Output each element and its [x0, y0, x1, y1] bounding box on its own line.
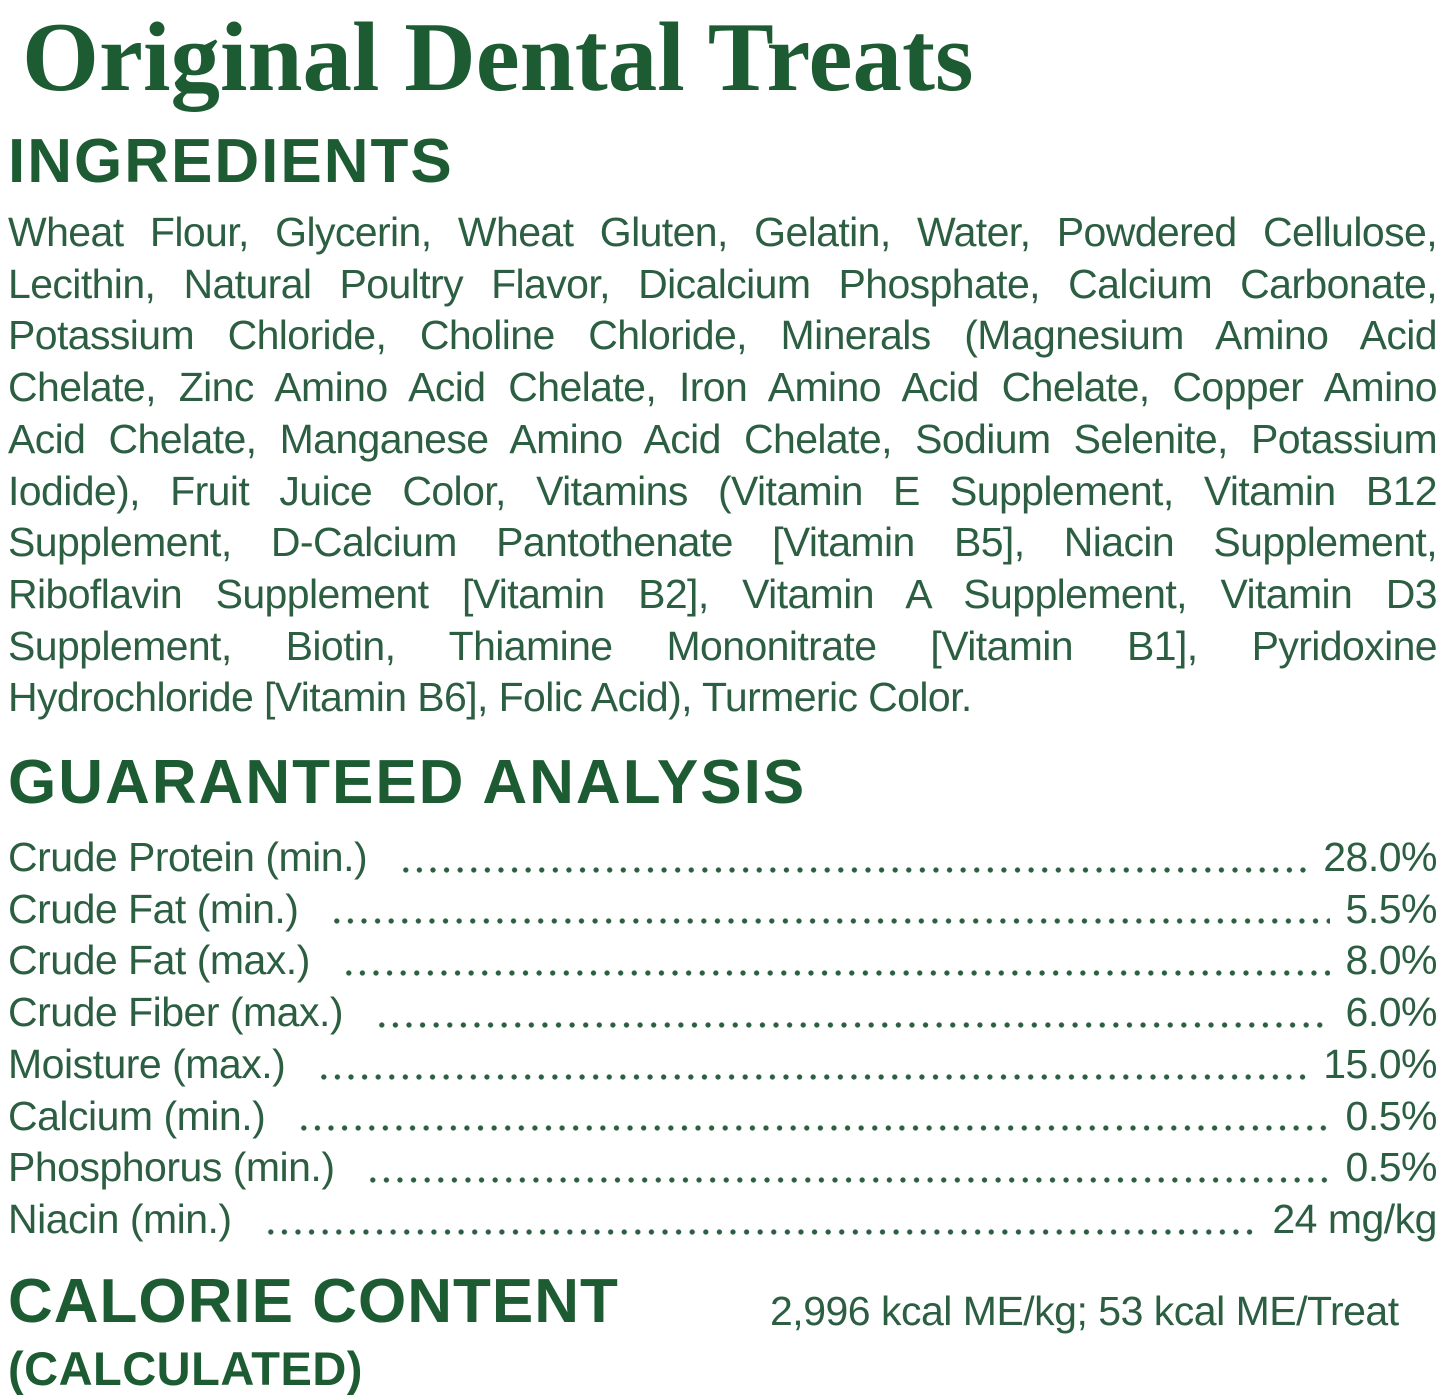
- dot-leader: [317, 1038, 1308, 1091]
- ingredients-heading: INGREDIENTS: [8, 127, 454, 196]
- analysis-row: Crude Fat (min.) 5.5%: [8, 883, 1438, 936]
- analysis-row: Crude Fat (max.) 8.0%: [8, 935, 1438, 988]
- ingredient-line: Supplement, Biotin, Thiamine Mononitrate…: [8, 622, 1438, 669]
- analysis-label: Crude Fiber (max.): [8, 989, 344, 1036]
- analysis-row: Crude Fiber (max.) 6.0%: [8, 987, 1438, 1039]
- dot-leader: [366, 1142, 1330, 1194]
- dot-leader: [341, 935, 1330, 988]
- dot-leader: [330, 883, 1330, 936]
- ingredient-line: Supplement, D-Calcium Pantothenate [Vita…: [8, 519, 1438, 566]
- ingredient-line: Potassium Chloride, Choline Chloride, Mi…: [8, 312, 1438, 359]
- analysis-value: 15.0%: [1323, 1040, 1437, 1087]
- analysis-value: 5.5%: [1345, 885, 1438, 932]
- analysis-label: Crude Fat (min.): [8, 885, 299, 932]
- analysis-row: Niacin (min.) 24 mg/kg: [8, 1193, 1437, 1246]
- dot-leader: [297, 1090, 1330, 1143]
- analysis-label: Crude Protein (min.): [8, 834, 368, 881]
- dot-leader: [375, 987, 1330, 1039]
- calorie-content-heading: CALORIE CONTENT: [8, 1266, 619, 1336]
- analysis-row: Moisture (max.) 15.0%: [8, 1038, 1437, 1091]
- analysis-value: 6.0%: [1345, 989, 1438, 1036]
- page-title: Original Dental Treats: [22, 3, 974, 112]
- ingredient-line: Hydrochloride [Vitamin B6], Folic Acid),…: [8, 674, 972, 721]
- analysis-label: Phosphorus (min.): [8, 1144, 335, 1191]
- calorie-headings: CALORIE CONTENT (CALCULATED): [8, 1266, 770, 1395]
- ingredient-line: Wheat Flour, Glycerin, Wheat Gluten, Gel…: [8, 209, 1438, 255]
- ingredient-line: Lecithin, Natural Poultry Flavor, Dicalc…: [8, 260, 1438, 307]
- dot-leader: [263, 1193, 1257, 1246]
- guaranteed-analysis-heading: GUARANTEED ANALYSIS: [8, 748, 807, 818]
- analysis-value: 24 mg/kg: [1272, 1195, 1437, 1242]
- guaranteed-analysis-table: Crude Protein (min.) 28.0% Crude Fat (mi…: [8, 832, 1438, 1246]
- analysis-value: 8.0%: [1345, 937, 1438, 984]
- ingredients-paragraph: Wheat Flour, Glycerin, Wheat Gluten, Gel…: [8, 207, 1438, 724]
- analysis-label: Crude Fat (max.): [8, 937, 310, 984]
- ingredient-line: Riboflavin Supplement [Vitamin B2], Vita…: [8, 570, 1438, 617]
- analysis-label: Niacin (min.): [8, 1195, 232, 1242]
- dot-leader: [399, 832, 1308, 884]
- analysis-label: Calcium (min.): [8, 1092, 266, 1139]
- analysis-row: Crude Protein (min.) 28.0%: [8, 832, 1437, 884]
- ingredient-line: Iodide), Fruit Juice Color, Vitamins (Vi…: [8, 467, 1438, 514]
- calorie-value: 2,996 kcal ME/kg; 53 kcal ME/Treat: [770, 1287, 1399, 1334]
- analysis-row: Calcium (min.) 0.5%: [8, 1090, 1438, 1143]
- ingredient-line: Chelate, Zinc Amino Acid Chelate, Iron A…: [8, 364, 1438, 411]
- analysis-value: 0.5%: [1345, 1092, 1438, 1139]
- analysis-value: 0.5%: [1345, 1144, 1438, 1191]
- ingredient-line: Acid Chelate, Manganese Amino Acid Chela…: [8, 415, 1438, 462]
- calorie-calculated-subheading: (CALCULATED): [8, 1341, 363, 1395]
- analysis-value: 28.0%: [1323, 834, 1437, 881]
- analysis-row: Phosphorus (min.) 0.5%: [8, 1142, 1438, 1194]
- analysis-label: Moisture (max.): [8, 1040, 286, 1087]
- calorie-content-section: CALORIE CONTENT (CALCULATED) 2,996 kcal …: [8, 1266, 1437, 1395]
